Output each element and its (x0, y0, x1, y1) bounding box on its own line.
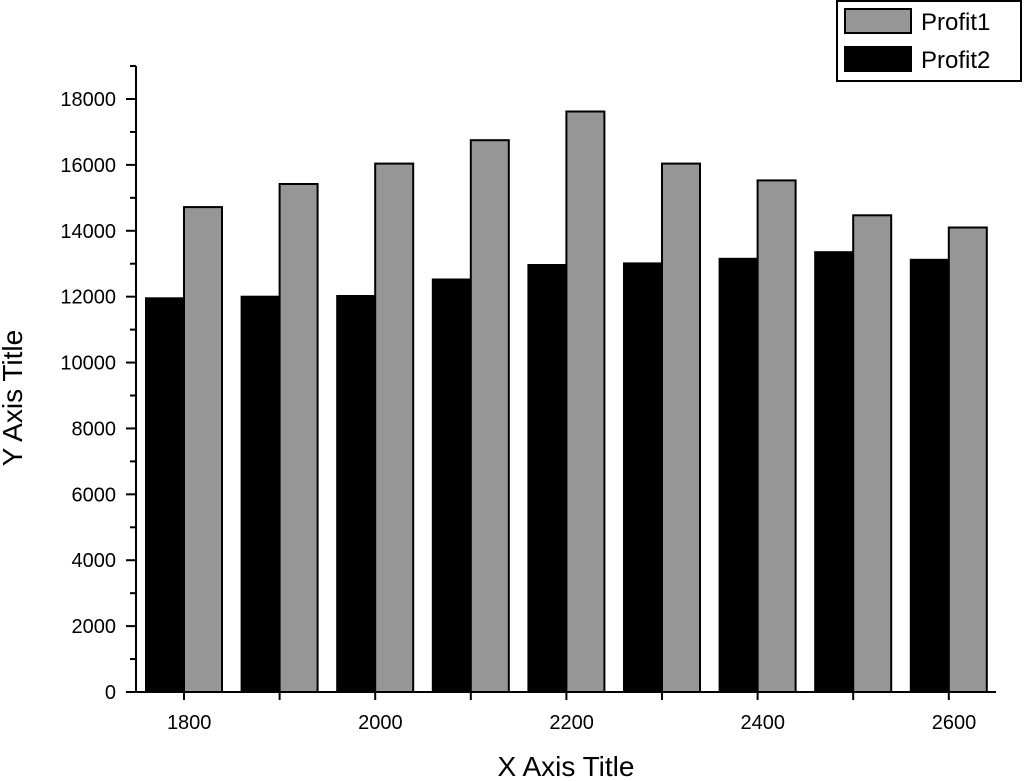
x-tick-label: 2000 (358, 712, 403, 734)
y-tick-label: 8000 (72, 418, 117, 440)
bar-profit1-0 (183, 206, 223, 693)
y-tick-label: 16000 (60, 155, 116, 177)
bars-layer (145, 110, 988, 694)
bar-profit2-4 (527, 264, 568, 693)
bar-profit2-1 (240, 295, 281, 693)
bar-profit1-7 (852, 214, 893, 694)
bar-profit1-6 (756, 179, 797, 693)
bar-profit2-3 (431, 278, 472, 693)
bar-profit1-8 (947, 226, 988, 693)
y-tick-label: 0 (105, 682, 116, 704)
y-tick-label: 4000 (72, 550, 117, 572)
bar-profit1-2 (374, 162, 415, 694)
bar-profit2-0 (145, 297, 185, 693)
y-ticks-layer: 0 2000 4000 6000 8000 10000 12000 14000 16000 180… (60, 65, 136, 704)
bar-profit2-2 (336, 295, 377, 693)
legend-label-profit2: Profit2 (921, 47, 990, 74)
legend-swatch-profit1 (844, 8, 912, 34)
y-axis-title: Y Axis Title (0, 330, 28, 466)
y-tick-label: 18000 (60, 89, 116, 111)
bar-profit1-5 (661, 162, 701, 694)
bar-profit2-7 (814, 251, 855, 693)
x-tick-label: 2200 (549, 712, 594, 734)
y-tick-label: 12000 (60, 287, 116, 309)
x-axis-title: X Axis Title (498, 751, 635, 781)
bar-profit1-3 (469, 139, 510, 693)
x-ticks-layer: 1800200022002400260028003000 (167, 692, 977, 734)
y-tick-label: 10000 (60, 353, 116, 375)
y-tick-label: 14000 (60, 221, 116, 243)
x-tick-label: 2600 (932, 712, 977, 734)
bar-profit2-6 (718, 257, 759, 693)
legend-label-profit1: Profit1 (921, 9, 990, 36)
legend-swatch-profit2 (844, 46, 912, 72)
bar-profit2-5 (623, 262, 663, 693)
y-tick-label: 2000 (72, 616, 117, 638)
bar-profit2-8 (909, 258, 950, 693)
x-tick-label: 2400 (741, 712, 786, 734)
bar-profit1-1 (278, 183, 319, 693)
chart-legend: Profit1 Profit2 (836, 0, 1022, 82)
x-tick-label: 1800 (167, 712, 212, 734)
bar-profit1-4 (565, 110, 606, 693)
y-tick-label: 6000 (72, 484, 117, 506)
